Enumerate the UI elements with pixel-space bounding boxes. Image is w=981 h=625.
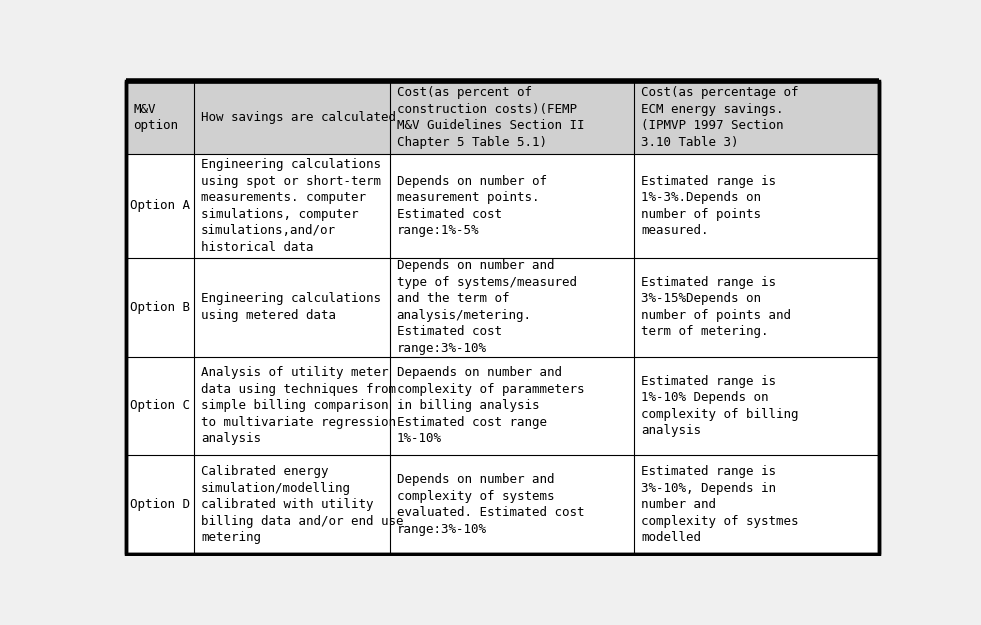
Text: Option C: Option C [130, 399, 190, 412]
Text: Engineering calculations
using spot or short-term
measurements. computer
simulat: Engineering calculations using spot or s… [201, 158, 381, 254]
Text: Engineering calculations
using metered data: Engineering calculations using metered d… [201, 292, 381, 322]
Text: Estimated range is
3%-10%, Depends in
number and
complexity of systmes
modelled: Estimated range is 3%-10%, Depends in nu… [642, 465, 799, 544]
Text: Depends on number of
measurement points.
Estimated cost
range:1%-5%: Depends on number of measurement points.… [396, 175, 546, 238]
Text: Option B: Option B [130, 301, 190, 314]
Text: M&V
option: M&V option [133, 102, 179, 132]
Text: Depaends on number and
complexity of parammeters
in billing analysis
Estimated c: Depaends on number and complexity of par… [396, 366, 585, 446]
Bar [127, 81, 879, 154]
Text: Analysis of utility meter
data using techniques from
simple billing comparison
t: Analysis of utility meter data using tec… [201, 366, 396, 446]
Text: Estimated range is
3%-15%Depends on
number of points and
term of metering.: Estimated range is 3%-15%Depends on numb… [642, 276, 792, 339]
Text: How savings are calculated: How savings are calculated [201, 111, 396, 124]
Text: Estimated range is
1%-10% Depends on
complexity of billing
analysis: Estimated range is 1%-10% Depends on com… [642, 374, 799, 437]
Text: Option A: Option A [130, 199, 190, 212]
Text: Depends on number and
complexity of systems
evaluated. Estimated cost
range:3%-1: Depends on number and complexity of syst… [396, 473, 585, 536]
Text: Depends on number and
type of systems/measured
and the term of
analysis/metering: Depends on number and type of systems/me… [396, 259, 577, 355]
Text: Cost(as percent of
construction costs)(FEMP
M&V Guidelines Section II
Chapter 5 : Cost(as percent of construction costs)(F… [396, 86, 585, 149]
Text: Option D: Option D [130, 498, 190, 511]
Text: Cost(as percentage of
ECM energy savings.
(IPMVP 1997 Section
3.10 Table 3): Cost(as percentage of ECM energy savings… [642, 86, 799, 149]
Text: Calibrated energy
simulation/modelling
calibrated with utility
billing data and/: Calibrated energy simulation/modelling c… [201, 465, 403, 544]
Text: Estimated range is
1%-3%.Depends on
number of points
measured.: Estimated range is 1%-3%.Depends on numb… [642, 175, 776, 238]
